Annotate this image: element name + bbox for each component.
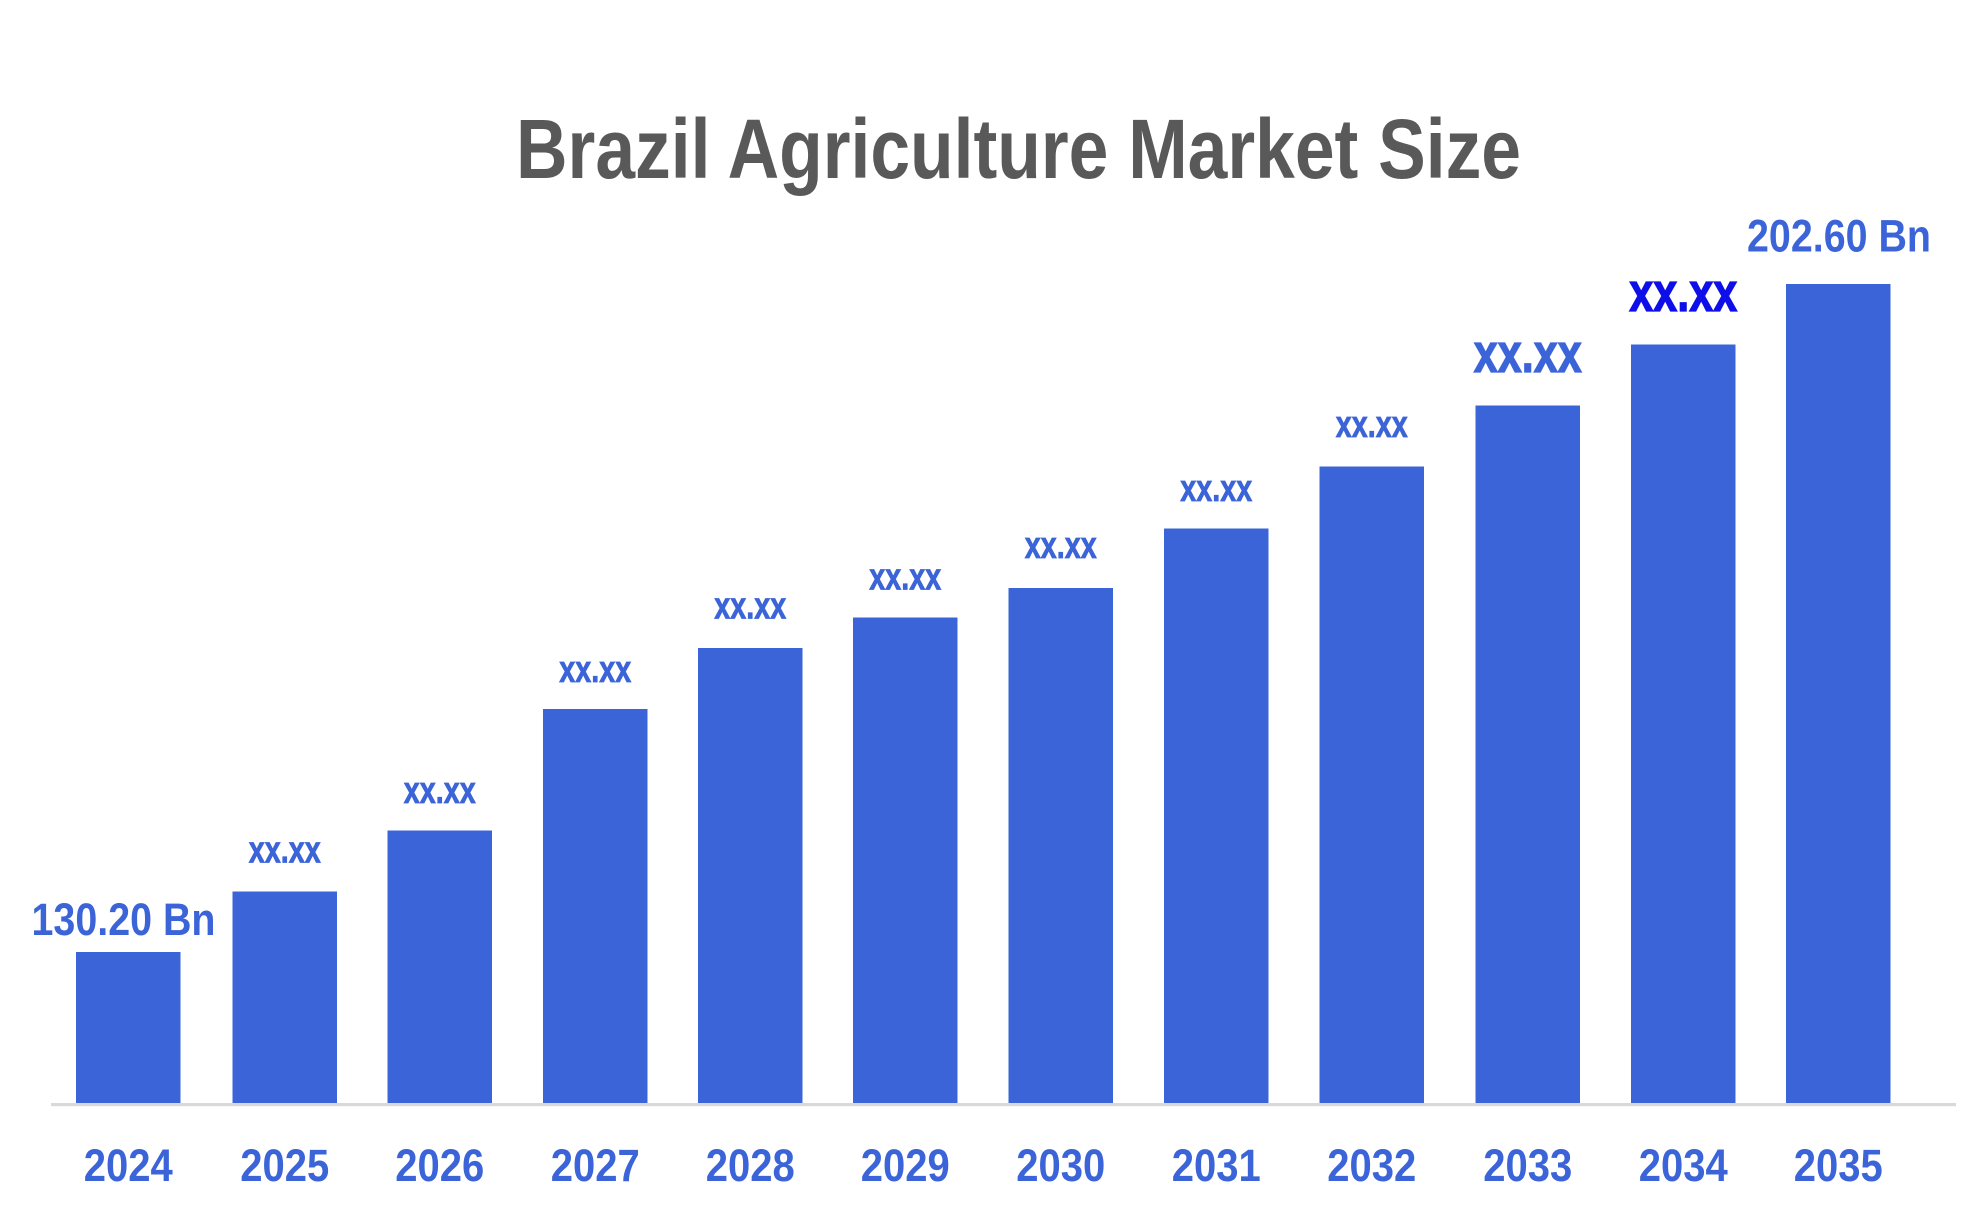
svg-text:2034: 2034 bbox=[1639, 1140, 1728, 1191]
svg-text:2028: 2028 bbox=[706, 1140, 795, 1191]
svg-text:2029: 2029 bbox=[861, 1140, 950, 1191]
svg-text:xx.xx: xx.xx bbox=[249, 830, 321, 872]
svg-text:Brazil Agriculture Market Size: Brazil Agriculture Market Size bbox=[516, 102, 1521, 196]
svg-text:xx.xx: xx.xx bbox=[1025, 525, 1097, 567]
svg-text:2026: 2026 bbox=[395, 1140, 484, 1191]
svg-text:xx.xx: xx.xx bbox=[404, 770, 476, 812]
svg-text:xx.xx: xx.xx bbox=[1474, 322, 1582, 384]
svg-text:xx.xx: xx.xx bbox=[714, 586, 786, 628]
svg-text:2035: 2035 bbox=[1794, 1140, 1883, 1191]
svg-text:2024: 2024 bbox=[84, 1140, 173, 1191]
svg-text:202.60 Bn: 202.60 Bn bbox=[1747, 211, 1931, 262]
svg-text:2025: 2025 bbox=[240, 1140, 329, 1191]
svg-text:xx.xx: xx.xx bbox=[559, 649, 631, 691]
svg-text:2027: 2027 bbox=[551, 1140, 640, 1191]
svg-text:xx.xx: xx.xx bbox=[1336, 404, 1408, 446]
svg-text:xx.xx: xx.xx bbox=[869, 556, 941, 598]
svg-text:2031: 2031 bbox=[1172, 1140, 1261, 1191]
svg-text:130.20 Bn: 130.20 Bn bbox=[32, 894, 216, 945]
svg-text:2032: 2032 bbox=[1327, 1140, 1416, 1191]
svg-text:xx.xx: xx.xx bbox=[1180, 468, 1252, 510]
svg-text:xx.xx: xx.xx bbox=[1629, 261, 1737, 323]
svg-text:2030: 2030 bbox=[1016, 1140, 1105, 1191]
svg-text:2033: 2033 bbox=[1483, 1140, 1572, 1191]
